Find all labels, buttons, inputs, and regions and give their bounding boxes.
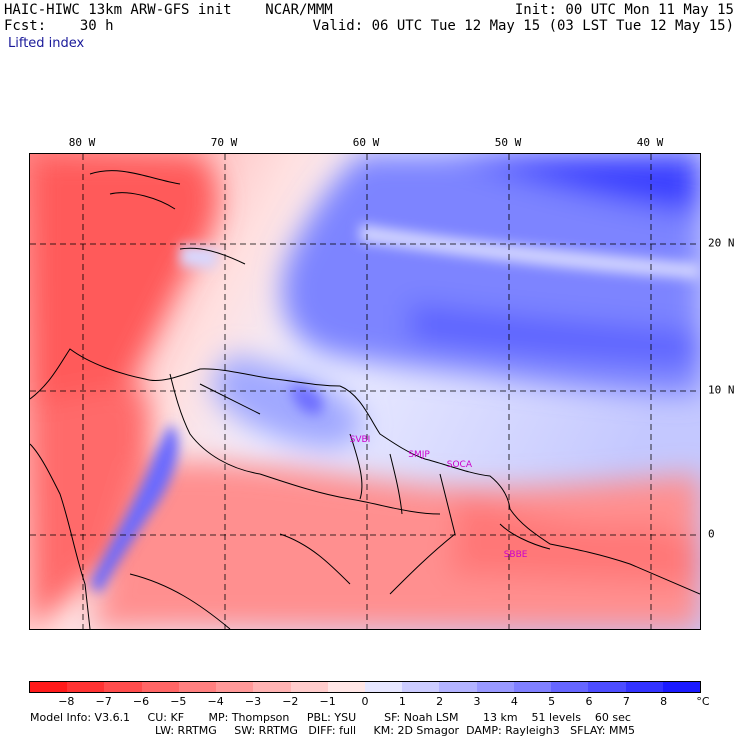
colorbar-swatch <box>439 682 477 692</box>
colorbar-swatch <box>290 682 328 692</box>
valid-time: Valid: 06 UTC Tue 12 May 15 (03 LST Tue … <box>312 18 734 34</box>
colorbar-swatch <box>402 682 440 692</box>
colorbar-tick-label: −4 <box>207 695 224 708</box>
colorbar-swatch <box>141 682 179 692</box>
lon-label-60w: 60 W <box>352 136 380 149</box>
model-title: HAIC-HIWC 13km ARW-GFS init NCAR/MMM <box>4 2 333 18</box>
lon-label-50w: 50 W <box>494 136 522 149</box>
field-name: Lifted index <box>8 36 85 51</box>
colorbar-tick-label: −8 <box>58 695 75 708</box>
colorbar-swatch <box>662 682 700 692</box>
lon-label-70w: 70 W <box>210 136 238 149</box>
colorbar-tick-label: 1 <box>398 695 406 708</box>
forecast-hour: Fcst: 30 h <box>4 18 114 34</box>
station-label-sbbe: SBBE <box>503 549 528 560</box>
station-label-soca: SOCA <box>446 459 472 470</box>
colorbar-swatch <box>253 682 291 692</box>
lat-lon-grid <box>30 154 700 629</box>
colorbar-tick-label: 5 <box>548 695 556 708</box>
colorbar-swatch <box>476 682 514 692</box>
lat-label-20n: 20 N <box>708 236 735 250</box>
colorbar-tick-label: 6 <box>585 695 593 708</box>
station-label-smjp: SMJP <box>408 449 430 460</box>
map-canvas <box>30 154 700 629</box>
footer-physics-info: LW: RRTMG SW: RRTMG DIFF: full KM: 2D Sm… <box>155 724 635 737</box>
lifted-index-detail <box>90 224 700 594</box>
colorbar-tick-label: −7 <box>95 695 112 708</box>
colorbar-tick-label: −2 <box>282 695 299 708</box>
colorbar-swatch <box>67 682 105 692</box>
colorbar-swatch <box>588 682 626 692</box>
colorbar-tick-label: 7 <box>622 695 630 708</box>
footer-model-info: Model Info: V3.6.1 CU: KF MP: Thompson P… <box>30 711 631 724</box>
colorbar-tick-label: −3 <box>244 695 262 708</box>
colorbar-tick-label: 4 <box>510 695 518 708</box>
colorbar <box>29 681 701 693</box>
colorbar-tick-label: −6 <box>132 695 150 708</box>
colorbar-swatch <box>216 682 254 692</box>
lat-label-0: 0 <box>708 527 715 541</box>
colorbar-tick-label: −5 <box>170 695 187 708</box>
colorbar-swatch <box>625 682 663 692</box>
colorbar-tick-label: 8 <box>660 695 668 708</box>
station-label-svbi: SVBI <box>349 435 371 446</box>
lat-label-10n: 10 N <box>708 383 735 397</box>
coastlines <box>30 170 700 629</box>
colorbar-tick-label: 2 <box>436 695 444 708</box>
colorbar-tick-label: −1 <box>319 695 336 708</box>
colorbar-unit: °C <box>696 695 710 708</box>
lon-label-40w: 40 W <box>636 136 664 149</box>
colorbar-swatch <box>30 682 68 692</box>
colorbar-tick-label: 0 <box>361 695 369 708</box>
colorbar-swatch <box>104 682 142 692</box>
colorbar-swatch <box>327 682 365 692</box>
init-time: Init: 00 UTC Mon 11 May 15 <box>514 2 734 18</box>
colorbar-tick-label: 3 <box>473 695 481 708</box>
colorbar-swatch <box>513 682 552 692</box>
colorbar-swatch <box>178 682 217 692</box>
colorbar-swatch <box>364 682 403 692</box>
lifted-index-field <box>30 154 700 629</box>
lifted-index-map: SVBI SMJP SOCA SBBE <box>29 153 701 630</box>
lon-label-80w: 80 W <box>68 136 96 149</box>
colorbar-swatch <box>551 682 589 692</box>
